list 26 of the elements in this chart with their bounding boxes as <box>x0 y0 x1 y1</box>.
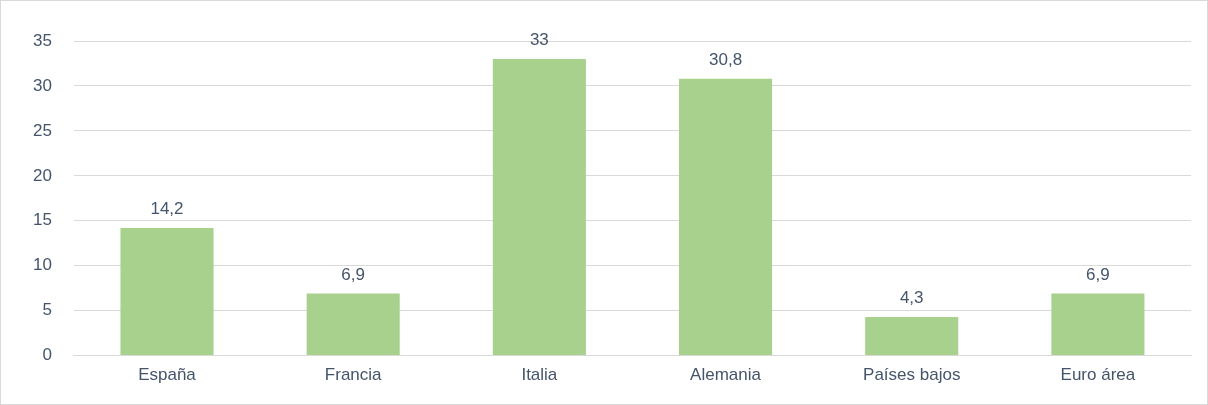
data-label: 6,9 <box>341 264 365 284</box>
y-tick-label: 10 <box>32 255 52 275</box>
bar <box>120 227 214 356</box>
x-tick-label: Euro área <box>1060 365 1136 385</box>
bar <box>1051 293 1145 356</box>
bar <box>679 78 773 356</box>
data-label: 6,9 <box>1086 264 1110 284</box>
bar <box>306 293 400 356</box>
x-tick-label: Francia <box>324 365 383 385</box>
x-tick-label: Alemania <box>690 365 762 385</box>
y-tick-label: 25 <box>32 120 52 140</box>
y-tick-label: 20 <box>32 165 52 185</box>
y-tick-label: 30 <box>32 75 52 95</box>
y-tick-label: 0 <box>42 345 52 365</box>
x-tick-label: España <box>138 365 197 385</box>
data-label: 14,2 <box>150 199 184 219</box>
x-tick-label: Países bajos <box>863 365 961 385</box>
y-tick-label: 15 <box>32 210 52 230</box>
bar <box>492 58 586 356</box>
y-tick-label: 5 <box>42 300 52 320</box>
data-label: 4,3 <box>899 288 924 308</box>
data-label: 33 <box>529 30 549 50</box>
x-tick-label: Italia <box>521 365 558 385</box>
bar <box>865 316 959 356</box>
data-label: 30,8 <box>709 49 743 69</box>
y-tick-label: 35 <box>32 30 52 50</box>
